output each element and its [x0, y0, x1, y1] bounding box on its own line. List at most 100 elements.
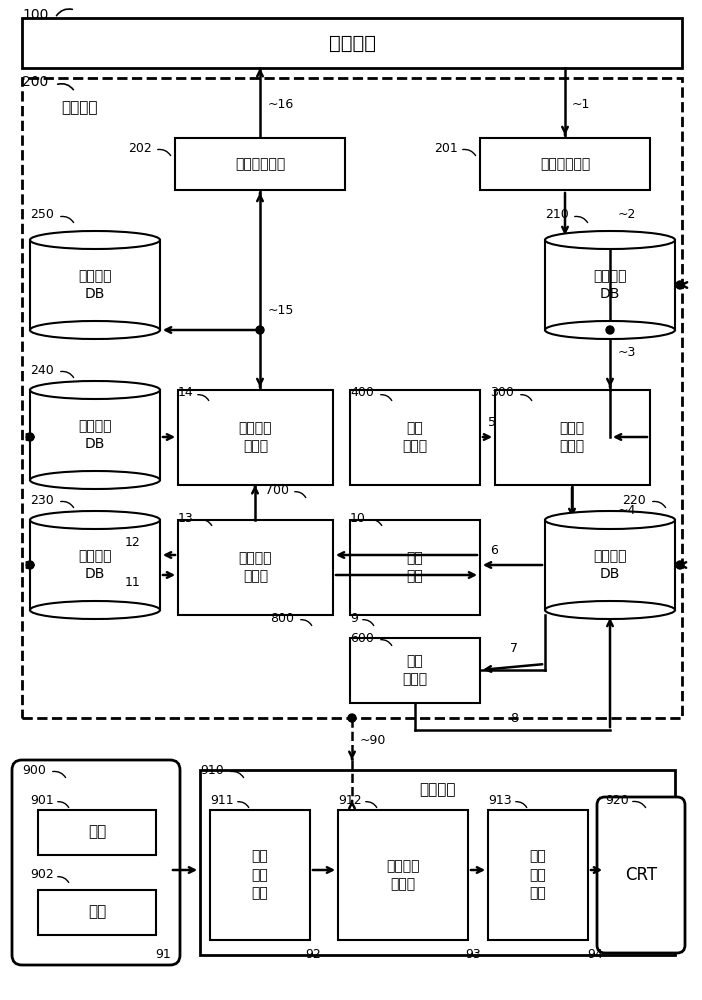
Text: 控制装置: 控制装置: [62, 101, 98, 115]
Bar: [38, 810, 156, 855]
Text: 数值
分析部: 数值 分析部: [402, 421, 428, 453]
Bar: [200, 770, 675, 955]
FancyArrowPatch shape: [58, 84, 74, 90]
Bar: [545, 240, 675, 330]
Text: 12: 12: [125, 536, 140, 548]
FancyArrowPatch shape: [366, 802, 377, 808]
Text: 键盘: 键盘: [88, 824, 106, 840]
Bar: [175, 138, 345, 190]
Text: 数据前
处理部: 数据前 处理部: [559, 421, 585, 453]
Text: ~90: ~90: [360, 734, 386, 746]
Text: CRT: CRT: [625, 866, 657, 884]
FancyArrowPatch shape: [575, 216, 588, 223]
Text: ~15: ~15: [268, 304, 294, 316]
FancyArrowPatch shape: [380, 640, 392, 646]
Text: 数据收发
处理部: 数据收发 处理部: [386, 859, 420, 891]
Text: 外部输出接口: 外部输出接口: [235, 157, 285, 171]
Bar: [30, 240, 160, 330]
Text: 控制逻辑
DB: 控制逻辑 DB: [78, 419, 112, 451]
Text: 600: 600: [350, 632, 374, 645]
Text: 8: 8: [510, 712, 518, 724]
Text: 230: 230: [30, 493, 54, 506]
Text: 外部输入接口: 外部输入接口: [540, 157, 590, 171]
Bar: [545, 520, 675, 610]
Text: 统计
模型: 统计 模型: [406, 551, 423, 583]
Ellipse shape: [30, 381, 160, 399]
Bar: [178, 390, 333, 485]
Text: 鼠标: 鼠标: [88, 904, 106, 920]
Bar: [38, 890, 156, 935]
FancyArrowPatch shape: [198, 395, 208, 401]
Circle shape: [676, 281, 684, 289]
Text: 91: 91: [155, 948, 171, 962]
FancyArrowPatch shape: [516, 802, 526, 808]
FancyArrowPatch shape: [371, 520, 382, 526]
FancyArrowPatch shape: [158, 149, 171, 156]
Text: 5: 5: [488, 416, 496, 428]
Text: 400: 400: [350, 386, 374, 399]
Text: 910: 910: [200, 764, 224, 776]
Text: ~16: ~16: [268, 99, 294, 111]
FancyArrowPatch shape: [56, 9, 72, 16]
Bar: [22, 78, 682, 718]
Text: 93: 93: [465, 948, 481, 962]
Ellipse shape: [545, 601, 675, 619]
Text: ~3: ~3: [618, 346, 637, 359]
Text: 维护工具: 维护工具: [419, 782, 456, 798]
Text: 测量信号
DB: 测量信号 DB: [593, 269, 627, 301]
FancyArrowPatch shape: [238, 802, 249, 808]
Text: 900: 900: [22, 764, 46, 776]
FancyArrowPatch shape: [300, 620, 312, 626]
Text: 202: 202: [128, 141, 152, 154]
FancyArrowPatch shape: [633, 801, 646, 808]
Text: 901: 901: [30, 794, 54, 806]
FancyArrowPatch shape: [53, 771, 65, 778]
Bar: [178, 520, 333, 615]
Text: 模型构筑
DB: 模型构筑 DB: [593, 549, 627, 581]
Bar: [488, 810, 588, 940]
Text: 800: 800: [270, 611, 294, 624]
FancyArrowPatch shape: [201, 520, 212, 526]
Circle shape: [348, 714, 356, 722]
Text: 控制信号
DB: 控制信号 DB: [78, 269, 112, 301]
Text: 100: 100: [22, 8, 48, 22]
FancyArrowPatch shape: [463, 149, 476, 156]
FancyArrowPatch shape: [61, 371, 74, 378]
Text: 7: 7: [510, 642, 518, 654]
FancyArrowPatch shape: [231, 771, 244, 778]
Bar: [350, 520, 480, 615]
FancyArrowPatch shape: [380, 395, 392, 401]
Text: 920: 920: [605, 794, 629, 806]
Bar: [338, 810, 468, 940]
FancyArrowPatch shape: [363, 620, 373, 626]
Ellipse shape: [545, 231, 675, 249]
Text: 902: 902: [30, 868, 54, 882]
Text: 学习信息
DB: 学习信息 DB: [78, 549, 112, 581]
Ellipse shape: [545, 511, 675, 529]
Text: 250: 250: [30, 209, 54, 222]
FancyArrowPatch shape: [61, 501, 74, 508]
FancyArrowPatch shape: [295, 492, 306, 498]
Text: 10: 10: [350, 512, 366, 524]
Text: 9: 9: [350, 611, 358, 624]
FancyBboxPatch shape: [597, 797, 685, 953]
Bar: [350, 638, 480, 703]
Circle shape: [256, 326, 264, 334]
Text: 300: 300: [490, 386, 514, 399]
FancyArrowPatch shape: [521, 395, 531, 401]
Text: 210: 210: [545, 209, 569, 222]
Text: 控制信号
生成部: 控制信号 生成部: [239, 421, 272, 453]
Text: 912: 912: [338, 794, 362, 806]
Text: 220: 220: [622, 493, 646, 506]
Bar: [495, 390, 650, 485]
Bar: [22, 18, 682, 68]
Text: 外部
输出
接口: 外部 输出 接口: [529, 850, 546, 900]
Bar: [480, 138, 650, 190]
Text: 外部
输入
接口: 外部 输入 接口: [251, 850, 268, 900]
Circle shape: [606, 326, 614, 334]
FancyBboxPatch shape: [12, 760, 180, 965]
Text: 操作方法
学习部: 操作方法 学习部: [239, 551, 272, 583]
FancyArrowPatch shape: [58, 802, 69, 808]
Text: 700: 700: [265, 484, 289, 496]
Bar: [30, 390, 160, 480]
